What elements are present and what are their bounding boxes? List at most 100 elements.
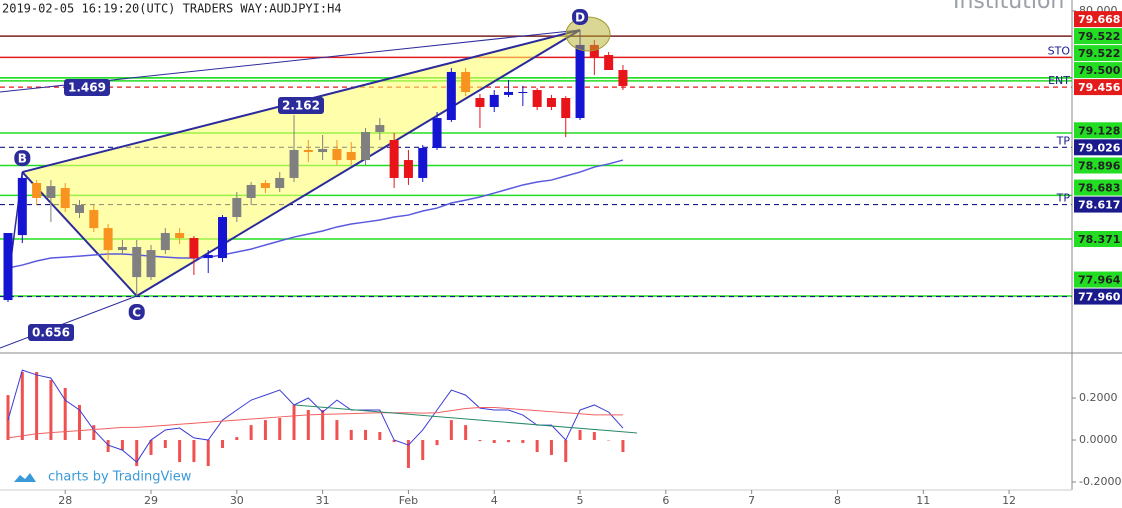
osc-bar — [20, 372, 24, 441]
osc-bar — [378, 432, 382, 441]
ratio-text: 0.656 — [32, 326, 70, 340]
candle-body — [246, 184, 256, 198]
level-label: 78.617 — [1078, 199, 1120, 212]
osc-bar — [364, 429, 368, 441]
y-tick-label: 0.0000 — [1079, 433, 1118, 446]
ratio-text: 2.162 — [282, 99, 320, 113]
candle-body — [75, 204, 85, 213]
candle-body — [117, 246, 127, 251]
x-tick-label: 29 — [144, 494, 158, 507]
plot-layer: STO ENT TP TP B C D — [0, 8, 1072, 468]
candle-body — [361, 132, 371, 161]
candle-body — [103, 228, 113, 251]
level-label-box — [1074, 139, 1122, 156]
point-label: D — [575, 10, 585, 24]
osc-bar — [335, 420, 339, 441]
candle-body — [389, 140, 399, 178]
candle-body — [332, 148, 342, 161]
osc-bar — [321, 410, 325, 441]
osc-bar — [249, 425, 253, 441]
osc-bar — [92, 425, 96, 441]
osc-bar — [206, 440, 210, 467]
level-label-box — [1074, 79, 1122, 96]
osc-bar — [278, 417, 282, 441]
osc-bar — [578, 429, 582, 441]
y-tick-label: -0.2000 — [1079, 475, 1121, 488]
osc-bar — [592, 432, 596, 441]
candle-body — [575, 44, 585, 119]
candle-body — [504, 91, 514, 95]
candle-body — [546, 98, 556, 107]
level-tag: ENT — [1048, 74, 1070, 87]
osc-bar — [78, 404, 82, 441]
candle-body — [561, 98, 571, 119]
osc-line — [7, 406, 623, 439]
ratio-box — [278, 97, 324, 114]
moving-average — [7, 159, 624, 269]
watermark: Institution — [953, 0, 1064, 14]
osc-bar — [464, 425, 468, 441]
osc-bar — [106, 440, 110, 452]
credit: charts by TradingView — [14, 470, 192, 485]
osc-bar — [406, 440, 410, 468]
candle-body — [604, 55, 614, 71]
x-tick-label: 6 — [662, 494, 669, 507]
candle-body — [518, 91, 528, 93]
level-label-box — [1074, 157, 1122, 174]
ratio-text: 1.469 — [68, 81, 106, 95]
candle-body — [418, 147, 428, 178]
level-label: 79.456 — [1078, 81, 1121, 94]
level-label-box — [1074, 231, 1122, 248]
level-label-box — [1074, 271, 1122, 288]
candle-body — [232, 197, 242, 218]
candle-body — [160, 232, 170, 251]
level-label-box — [1074, 11, 1122, 28]
candle-body — [446, 71, 456, 120]
level-label: 79.522 — [1078, 30, 1120, 43]
x-tick-label: 30 — [230, 494, 244, 507]
osc-bar — [507, 440, 511, 443]
x-tick-label: 12 — [1002, 494, 1016, 507]
level-label: 77.960 — [1078, 291, 1121, 304]
candle-body — [189, 238, 199, 259]
candle-body — [346, 152, 356, 161]
x-tick-label: 5 — [577, 494, 584, 507]
osc-bar — [63, 387, 67, 441]
candle-body — [203, 254, 213, 259]
osc-bar — [521, 440, 525, 443]
candle-body — [260, 183, 270, 189]
candle-body — [403, 160, 413, 178]
ratio-label: 0.656 — [28, 324, 74, 341]
candle-body — [589, 44, 599, 58]
candle-body — [146, 250, 156, 278]
osc-bar — [263, 420, 267, 441]
candle-body — [132, 246, 142, 278]
candle-body — [275, 177, 285, 189]
point-badge — [572, 8, 589, 25]
level-label-box — [1074, 45, 1122, 62]
osc-bar — [564, 440, 568, 463]
osc-bar — [178, 440, 182, 463]
candle-body — [60, 188, 70, 209]
osc-bar — [49, 379, 53, 441]
level-label-box — [1074, 62, 1122, 79]
osc-bar — [435, 440, 439, 446]
candle-body — [303, 149, 313, 153]
level-label-box — [1074, 122, 1122, 139]
point-badge — [14, 150, 31, 167]
x-tick-label: 8 — [834, 494, 841, 507]
x-tick-label: 4 — [491, 494, 498, 507]
level-label: 79.668 — [1078, 13, 1120, 26]
point-label: C — [132, 305, 141, 319]
credit-logo — [14, 473, 36, 482]
osc-bar — [135, 440, 139, 467]
level-tag: STO — [1048, 44, 1071, 57]
candle-body — [489, 94, 499, 107]
level-label: 78.896 — [1078, 159, 1121, 172]
point-badge — [128, 303, 145, 320]
x-tick-label: 7 — [748, 494, 755, 507]
ratio-label: 2.162 — [278, 97, 324, 114]
x-tick-label: 11 — [916, 494, 930, 507]
osc-bar — [235, 437, 239, 441]
